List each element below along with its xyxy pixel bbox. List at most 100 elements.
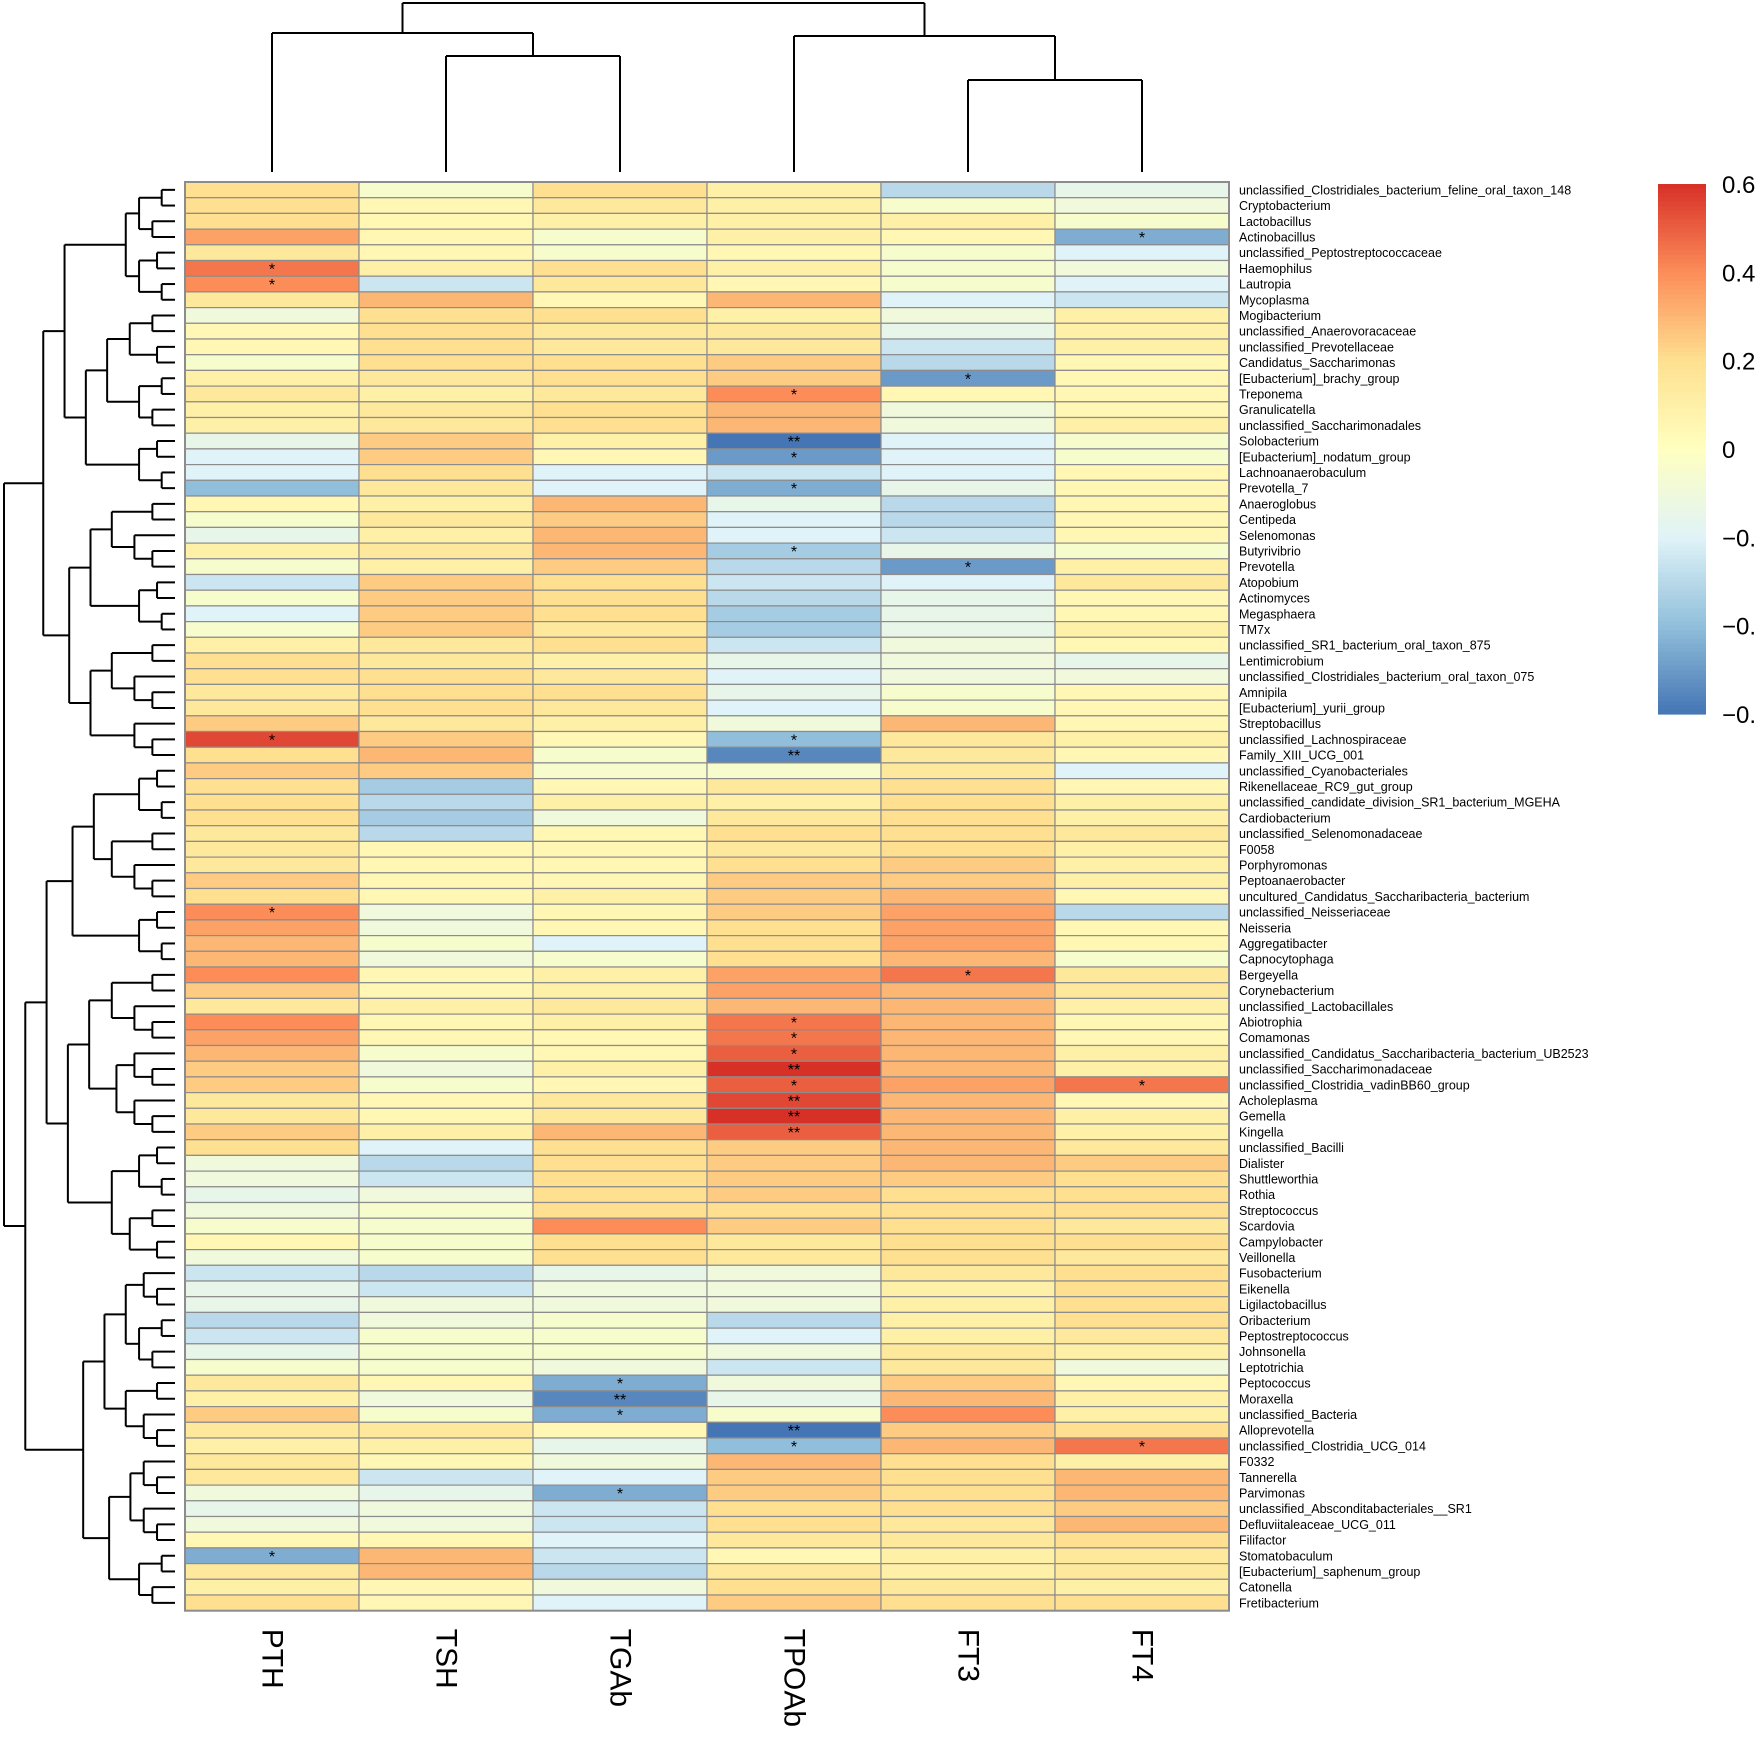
cell-unclassified-selenomonadaceae-tgab: [532, 825, 708, 843]
cell-aggregatibacter-tsh: [358, 934, 534, 952]
legend-gradient-step: [1658, 471, 1706, 477]
cell-centipeda-tgab: [532, 511, 708, 529]
legend-tick-label: 0.6: [1722, 172, 1755, 199]
cell-tannerella-ft4: [1054, 1468, 1230, 1486]
cell-unclassified-anaerovoracaceae-tpoab: [706, 322, 882, 340]
cell-rikenellaceae-rc9-gut-group-tpoab: [706, 777, 882, 795]
legend-gradient-step: [1658, 365, 1706, 371]
cell-unclassified-peptostreptococcaceae-ft3: [880, 244, 1056, 262]
cell-streptococcus-pth: [184, 1201, 360, 1219]
cell-comamonas-tsh: [358, 1029, 534, 1047]
cell-amnipila-tgab: [532, 683, 708, 701]
cell-cardiobacterium-tgab: [532, 809, 708, 827]
cell-lachnoanaerobaculum-ft3: [880, 464, 1056, 481]
cell-butyrivibrio-tgab: [532, 542, 708, 560]
row-label: Rothia: [1239, 1188, 1275, 1202]
row-label: unclassified_Lactobacillales: [1239, 1000, 1393, 1014]
cell-parvimonas-ft4: [1054, 1484, 1230, 1502]
legend-gradient-step: [1658, 590, 1706, 596]
cell-candidatus-saccharimonas-tpoab: [706, 354, 882, 372]
cell-kingella-tsh: [358, 1123, 534, 1141]
cell-alloprevotella-pth: [184, 1421, 360, 1439]
cell-abiotrophia-pth: [184, 1013, 360, 1031]
row-label: Fusobacterium: [1239, 1267, 1322, 1281]
cell-atopobium-tgab: [532, 573, 708, 591]
legend-gradient-step: [1658, 391, 1706, 397]
cell-cryptobacterium-tpoab: [706, 197, 882, 214]
cell-streptobacillus-tpoab: [706, 715, 882, 733]
cell-tannerella-pth: [184, 1468, 360, 1486]
cell-f0332-tsh: [358, 1453, 534, 1470]
cell-unclassified-sr1-bacterium-oral-taxon-875-pth: [184, 636, 360, 654]
cell-unclassified-prevotellaceae-ft4: [1054, 338, 1230, 356]
cell-neisseria-tsh: [358, 919, 534, 937]
cell-rikenellaceae-rc9-gut-group-ft3: [880, 777, 1056, 795]
row-label: unclassified_Bacteria: [1239, 1408, 1357, 1422]
cell-unclassified-candidate-division-sr1-bacterium-mgeha-tsh: [358, 793, 534, 811]
significance-mark: **: [788, 1093, 800, 1110]
cell-scardovia-tsh: [358, 1217, 534, 1235]
cell-stomatobaculum-tsh: [358, 1547, 534, 1565]
cell-stomatobaculum-ft3: [880, 1547, 1056, 1565]
cell-cardiobacterium-tpoab: [706, 809, 882, 827]
cell-butyrivibrio-ft3: [880, 542, 1056, 560]
row-label: Peptoanaerobacter: [1239, 874, 1345, 888]
legend-gradient-step: [1658, 647, 1706, 653]
legend-gradient-step: [1658, 409, 1706, 415]
cell-unclassified-bacilli-ft4: [1054, 1139, 1230, 1156]
cell-eubacterium-yurii-group-ft3: [880, 699, 1056, 717]
cell-streptobacillus-pth: [184, 715, 360, 733]
cell-centipeda-tpoab: [706, 511, 882, 529]
cell-atopobium-tpoab: [706, 573, 882, 591]
cell-bergeyella-tsh: [358, 966, 534, 984]
cell-unclassified-absconditabacteriales-sr1-tsh: [358, 1500, 534, 1518]
cell-unclassified-candidate-division-sr1-bacterium-mgeha-tgab: [532, 793, 708, 811]
cell-f0332-ft4: [1054, 1453, 1230, 1470]
legend-gradient-step: [1658, 320, 1706, 326]
cell-veillonella-ft3: [880, 1248, 1056, 1266]
row-label: Kingella: [1239, 1125, 1284, 1139]
legend-gradient-step: [1658, 387, 1706, 393]
cell-family-xiii-ucg-001-pth: [184, 746, 360, 764]
legend-gradient-step: [1658, 621, 1706, 627]
cell-corynebacterium-tpoab: [706, 982, 882, 1000]
cell-uncultured-candidatus-saccharibacteria-bacterium-tpoab: [706, 887, 882, 905]
cell-selenomonas-tsh: [358, 526, 534, 544]
column-label-tpoab: TPOAb: [778, 1629, 811, 1727]
cell-shuttleworthia-tsh: [358, 1170, 534, 1188]
cell-aggregatibacter-ft4: [1054, 934, 1230, 952]
cell-unclassified-clostridia-vadinbb60-group-pth: [184, 1076, 360, 1094]
cell-kingella-ft3: [880, 1123, 1056, 1141]
cell-neisseria-ft4: [1054, 919, 1230, 937]
cell-ligilactobacillus-ft3: [880, 1296, 1056, 1313]
cell-unclassified-sr1-bacterium-oral-taxon-875-tgab: [532, 636, 708, 654]
cell-cryptobacterium-ft3: [880, 197, 1056, 214]
cell-unclassified-clostridiales-bacterium-feline-oral-taxon-148-tsh: [358, 181, 534, 199]
cell-unclassified-clostridia-vadinbb60-group-tsh: [358, 1076, 534, 1094]
cell-lachnoanaerobaculum-ft4: [1054, 464, 1230, 481]
cell-rikenellaceae-rc9-gut-group-tgab: [532, 777, 708, 795]
cell-lactobacillus-tsh: [358, 212, 534, 230]
cell-actinomyces-ft4: [1054, 589, 1230, 607]
legend-gradient-step: [1658, 612, 1706, 618]
row-label: unclassified_Clostridiales_bacterium_ora…: [1239, 670, 1534, 684]
cell-peptoanaerobacter-ft4: [1054, 872, 1230, 890]
row-label: Neisseria: [1239, 921, 1291, 935]
row-label: F0332: [1239, 1455, 1274, 1469]
cell-stomatobaculum-tpoab: [706, 1547, 882, 1565]
cell-alloprevotella-tsh: [358, 1421, 534, 1439]
cell-lentimicrobium-tsh: [358, 652, 534, 670]
legend-gradient-step: [1658, 259, 1706, 265]
column-label-pth: PTH: [256, 1629, 289, 1689]
legend-gradient-step: [1658, 184, 1706, 190]
cell-unclassified-lactobacillales-tpoab: [706, 997, 882, 1015]
cell-unclassified-saccharimonadales-pth: [184, 416, 360, 434]
cell-tm7x-ft3: [880, 620, 1056, 638]
cell-eikenella-tgab: [532, 1280, 708, 1298]
cell-unclassified-clostridiales-bacterium-feline-oral-taxon-148-tgab: [532, 181, 708, 199]
legend-gradient-step: [1658, 404, 1706, 410]
cell-scardovia-ft4: [1054, 1217, 1230, 1235]
legend-gradient-step: [1658, 219, 1706, 225]
cell-unclassified-neisseriaceae-ft3: [880, 903, 1056, 921]
cell-lentimicrobium-tpoab: [706, 652, 882, 670]
